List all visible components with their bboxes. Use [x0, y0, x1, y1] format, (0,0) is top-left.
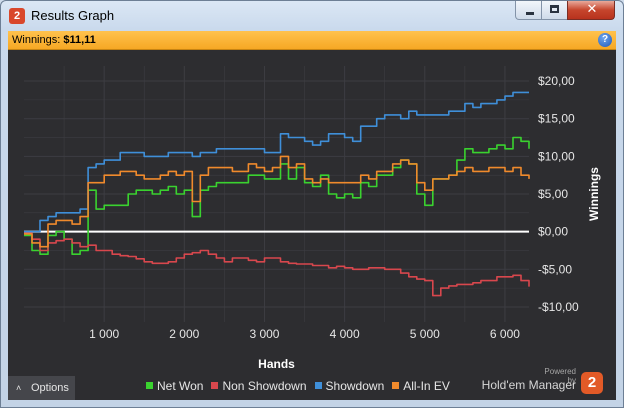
- y-tick-label: $0,00: [538, 225, 568, 239]
- x-axis-label: Hands: [258, 357, 295, 371]
- brand-logo-icon: 2: [581, 372, 603, 394]
- winnings-label-text: Winnings:: [12, 34, 61, 46]
- powered-by-label: Powered by: [544, 367, 576, 385]
- results-chart: $20,00 $15,00 $10,00 $5,00 $0,00 -$5,00 -$10,0…: [24, 66, 601, 371]
- series-line-non-showdown: [24, 232, 530, 297]
- legend-swatch: [392, 382, 400, 389]
- y-axis-label: Winnings: [587, 167, 601, 221]
- legend-label: Non Showdown: [222, 379, 307, 393]
- series-line-all-in-ev: [24, 155, 530, 248]
- app-logo-icon: 2: [9, 8, 25, 24]
- x-tick-label: 1 000: [89, 327, 119, 341]
- brand-name: Hold'em Manager: [481, 378, 576, 392]
- legend-item-all-in-ev[interactable]: All-In EV: [392, 379, 450, 393]
- title-bar[interactable]: 2 Results Graph ✕: [1, 1, 623, 31]
- legend-item-showdown[interactable]: Showdown: [314, 379, 385, 393]
- y-tick-label: $20,00: [538, 74, 575, 88]
- x-tick-label: 5 000: [410, 327, 440, 341]
- y-tick-label: -$10,00: [538, 300, 579, 314]
- y-tick-label: $5,00: [538, 187, 568, 201]
- x-tick-label: 4 000: [330, 327, 360, 341]
- legend-swatch: [314, 382, 322, 389]
- legend-label: All-In EV: [403, 379, 450, 393]
- x-tick-label: 3 000: [249, 327, 279, 341]
- close-icon: ✕: [586, 2, 598, 17]
- winnings-label: Winnings: $11,11: [12, 34, 96, 46]
- y-tick-label: $15,00: [538, 112, 575, 126]
- x-tick-label: 6 000: [490, 327, 520, 341]
- series-line-showdown: [24, 91, 529, 233]
- y-tick-label: $10,00: [538, 149, 575, 163]
- maximize-button[interactable]: [541, 1, 568, 20]
- legend-swatch: [211, 382, 219, 389]
- minimize-button[interactable]: [515, 1, 542, 20]
- chart-legend: Net Won Non Showdown Showdown All-In EV: [146, 379, 458, 395]
- legend-label: Showdown: [325, 379, 385, 393]
- x-tick-label: 2 000: [169, 327, 199, 341]
- legend-label: Net Won: [157, 379, 204, 393]
- window-title: Results Graph: [31, 8, 115, 23]
- help-icon[interactable]: ?: [598, 33, 612, 47]
- chevron-up-icon: ˄: [16, 383, 22, 393]
- minimize-icon: [526, 12, 534, 15]
- options-button[interactable]: ˄ Options: [8, 376, 75, 400]
- winnings-bar: Winnings: $11,11 ?: [8, 31, 616, 50]
- options-label: Options: [31, 382, 69, 394]
- y-tick-label: -$5,00: [538, 262, 572, 276]
- legend-item-net-won[interactable]: Net Won: [146, 379, 203, 393]
- legend-item-non-showdown[interactable]: Non Showdown: [211, 379, 307, 393]
- graph-panel: Winnings: $11,11 ? $20,00 $15,00 $10,00 $5,…: [8, 31, 616, 400]
- close-button[interactable]: ✕: [567, 1, 615, 20]
- maximize-icon: [550, 5, 559, 13]
- legend-swatch: [146, 382, 153, 389]
- winnings-value: $11,11: [63, 34, 96, 46]
